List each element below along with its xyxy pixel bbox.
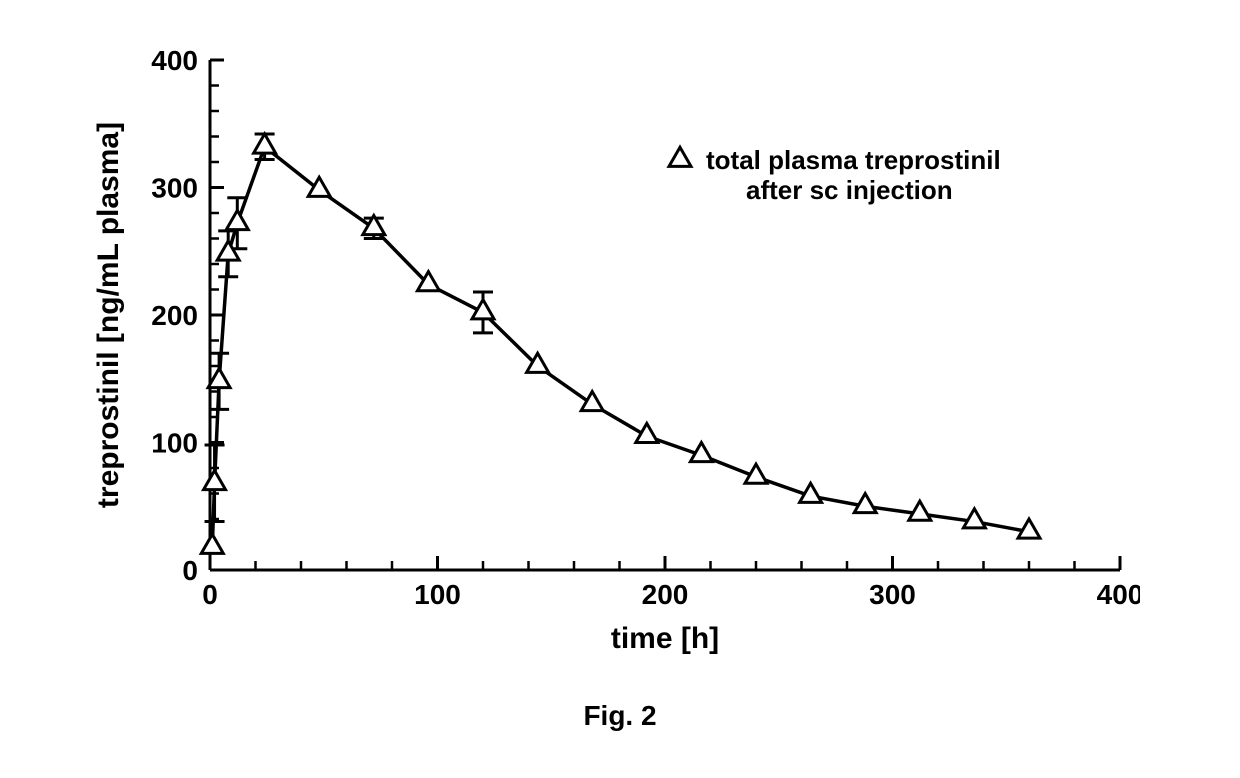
x-tick-label: 300	[869, 579, 916, 610]
x-axis-label: time [h]	[611, 622, 719, 655]
x-tick-label: 100	[414, 579, 461, 610]
legend-label-line2: after sc injection	[746, 175, 953, 205]
y-tick-label: 200	[151, 300, 198, 331]
plot-background	[80, 40, 1140, 670]
x-tick-label: 0	[202, 579, 218, 610]
x-tick-label: 400	[1097, 579, 1140, 610]
y-axis-label: treprostinil [ng/mL plasma]	[92, 122, 125, 508]
figure-caption: Fig. 2	[0, 700, 1240, 732]
y-tick-label: 400	[151, 45, 198, 76]
x-tick-label: 200	[642, 579, 689, 610]
page: 0 100 200 300 400 0 100 200 300 400 time [h] trepro…	[0, 0, 1240, 778]
pk-chart: 0 100 200 300 400 0 100 200 300 400 time [h] trepro…	[80, 40, 1140, 670]
legend-label-line1: total plasma treprostinil	[706, 145, 1001, 175]
y-tick-label: 0	[182, 555, 198, 586]
y-tick-label: 300	[151, 173, 198, 204]
y-tick-label: 100	[151, 428, 198, 459]
